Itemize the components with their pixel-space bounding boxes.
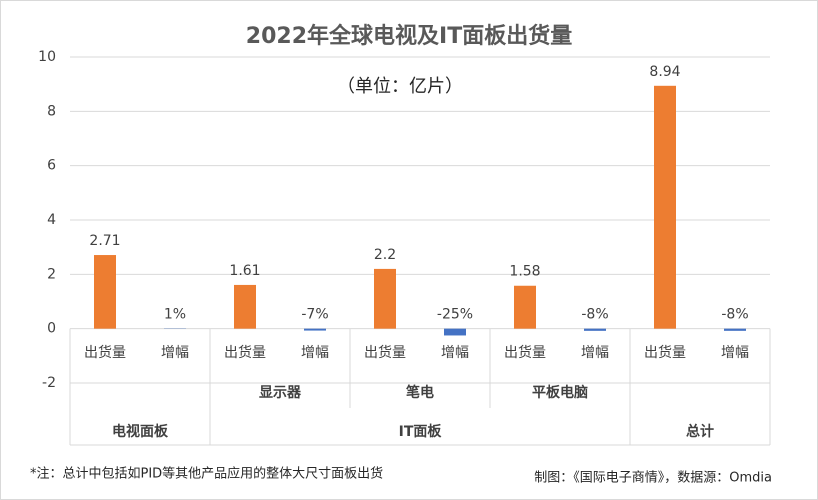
value-label: 1.58 xyxy=(509,264,540,280)
value-label: -25% xyxy=(437,307,473,323)
bar xyxy=(584,328,606,331)
y-tick-label: 8 xyxy=(47,103,56,119)
value-label: -7% xyxy=(301,307,328,323)
subgroup-label: 显示器 xyxy=(259,385,302,401)
x-tick-label: 增幅 xyxy=(441,345,469,361)
value-label: 1.61 xyxy=(229,263,260,279)
subgroup-label: 平板电脑 xyxy=(532,384,588,401)
value-label: 2.2 xyxy=(374,247,396,263)
x-tick-label: 出货量 xyxy=(84,344,126,361)
bar xyxy=(444,328,466,336)
bar xyxy=(234,284,256,329)
group-label: 电视面板 xyxy=(112,423,169,440)
group-label: 总计 xyxy=(686,423,714,440)
x-tick-label: 增幅 xyxy=(581,345,609,361)
y-tick-label: 4 xyxy=(47,212,56,228)
chart-title: 2022年全球电视及IT面板出货量 xyxy=(246,23,572,49)
y-tick-label: 6 xyxy=(47,158,56,174)
bar xyxy=(514,285,536,329)
source: 制图：《国际电子商情》，数据源：Omdia xyxy=(534,471,772,486)
bar xyxy=(654,85,676,329)
y-tick-label: 2 xyxy=(47,266,56,282)
y-tick-label: 0 xyxy=(47,321,56,337)
value-label: -8% xyxy=(721,307,748,323)
group-label: IT面板 xyxy=(399,423,443,440)
value-label: 1% xyxy=(164,306,186,322)
value-label: -8% xyxy=(581,307,608,323)
bar xyxy=(724,328,746,331)
bar xyxy=(94,255,116,329)
bar xyxy=(374,268,396,329)
value-label: 2.71 xyxy=(89,233,120,249)
bar xyxy=(304,328,326,331)
x-tick-label: 出货量 xyxy=(364,344,406,361)
note: *注：总计中包括如PID等其他产品应用的整体大尺寸面板出货 xyxy=(30,466,383,482)
y-tick-label: -2 xyxy=(42,375,56,391)
x-tick-label: 出货量 xyxy=(644,344,686,361)
chart-subtitle: （单位：亿片） xyxy=(337,76,463,97)
x-tick-label: 增幅 xyxy=(161,345,189,361)
value-label: 8.94 xyxy=(649,64,680,80)
x-tick-label: 出货量 xyxy=(224,344,266,361)
x-tick-label: 增幅 xyxy=(301,345,329,361)
x-tick-label: 出货量 xyxy=(504,344,546,361)
x-tick-label: 增幅 xyxy=(721,345,749,361)
y-tick-label: 10 xyxy=(38,49,56,65)
subgroup-label: 笔电 xyxy=(406,384,434,401)
